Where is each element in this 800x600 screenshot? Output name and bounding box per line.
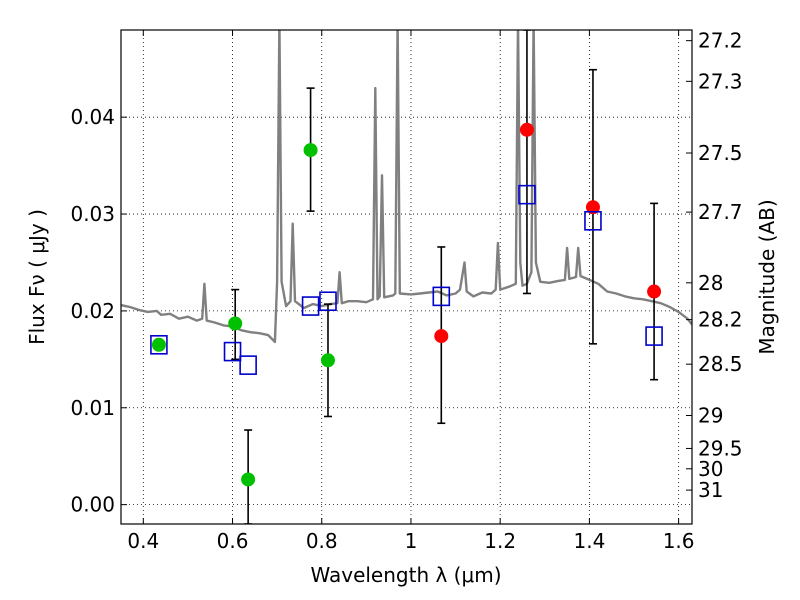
data-point — [303, 143, 318, 158]
y-tick-label: 0.02 — [70, 299, 115, 323]
model-band-square — [518, 184, 536, 205]
plot-frame — [120, 29, 693, 525]
data-point — [151, 337, 166, 352]
model-band-square — [319, 291, 337, 312]
model-band-square — [301, 296, 320, 316]
plot-area — [121, 30, 692, 524]
model-band-square — [432, 286, 451, 307]
right-tick-label: 29 — [698, 404, 723, 428]
x-tick-label: 1.2 — [484, 529, 516, 553]
right-tick-label: 30 — [698, 457, 723, 481]
right-tick-label: 28.5 — [698, 352, 743, 376]
x-tick-label: 1.4 — [573, 529, 605, 553]
right-tick-label: 28 — [698, 271, 723, 295]
data-point — [585, 200, 600, 215]
model-band-square — [239, 355, 257, 375]
model-band-square — [223, 341, 242, 362]
right-tick-label: 31 — [698, 478, 723, 502]
right-tick-label: 28.2 — [698, 308, 743, 332]
data-point — [320, 353, 335, 368]
y-axis-right-title: Magnitude (AB) — [755, 199, 779, 354]
y-tick-label: 0.01 — [70, 396, 115, 420]
x-axis-title: Wavelength λ (μm) — [310, 563, 501, 587]
right-tick-label: 29.5 — [698, 436, 743, 460]
ticks: 0.4 0.6 0.8 1 1.2 1.4 1.6 0.00 0.01 0.02 0.03 0.04 2… — [70, 29, 742, 553]
x-tick-label: 1.6 — [663, 529, 695, 553]
x-tick-label: 0.8 — [306, 529, 338, 553]
data-point — [241, 472, 256, 487]
y-tick-label: 0.03 — [70, 202, 115, 226]
y-tick-label: 0.00 — [70, 493, 115, 517]
data-point — [519, 122, 534, 137]
data-point — [647, 284, 662, 299]
right-tick-label: 27.2 — [698, 29, 743, 53]
model-band-square — [645, 326, 663, 346]
data-point — [228, 316, 243, 331]
model-band-square — [584, 211, 602, 231]
right-tick-label: 27.3 — [698, 69, 743, 93]
right-tick-label: 27.7 — [698, 200, 743, 224]
data-point — [434, 329, 449, 344]
right-tick-label: 27.5 — [698, 141, 743, 165]
y-tick-label: 0.04 — [70, 105, 115, 129]
x-tick-label: 0.6 — [217, 529, 249, 553]
x-tick-label: 0.4 — [127, 529, 159, 553]
x-tick-label: 1 — [405, 529, 418, 553]
model-band-square — [150, 335, 168, 355]
y-axis-left-title: Flux Fν ( μJy ) — [25, 209, 49, 345]
